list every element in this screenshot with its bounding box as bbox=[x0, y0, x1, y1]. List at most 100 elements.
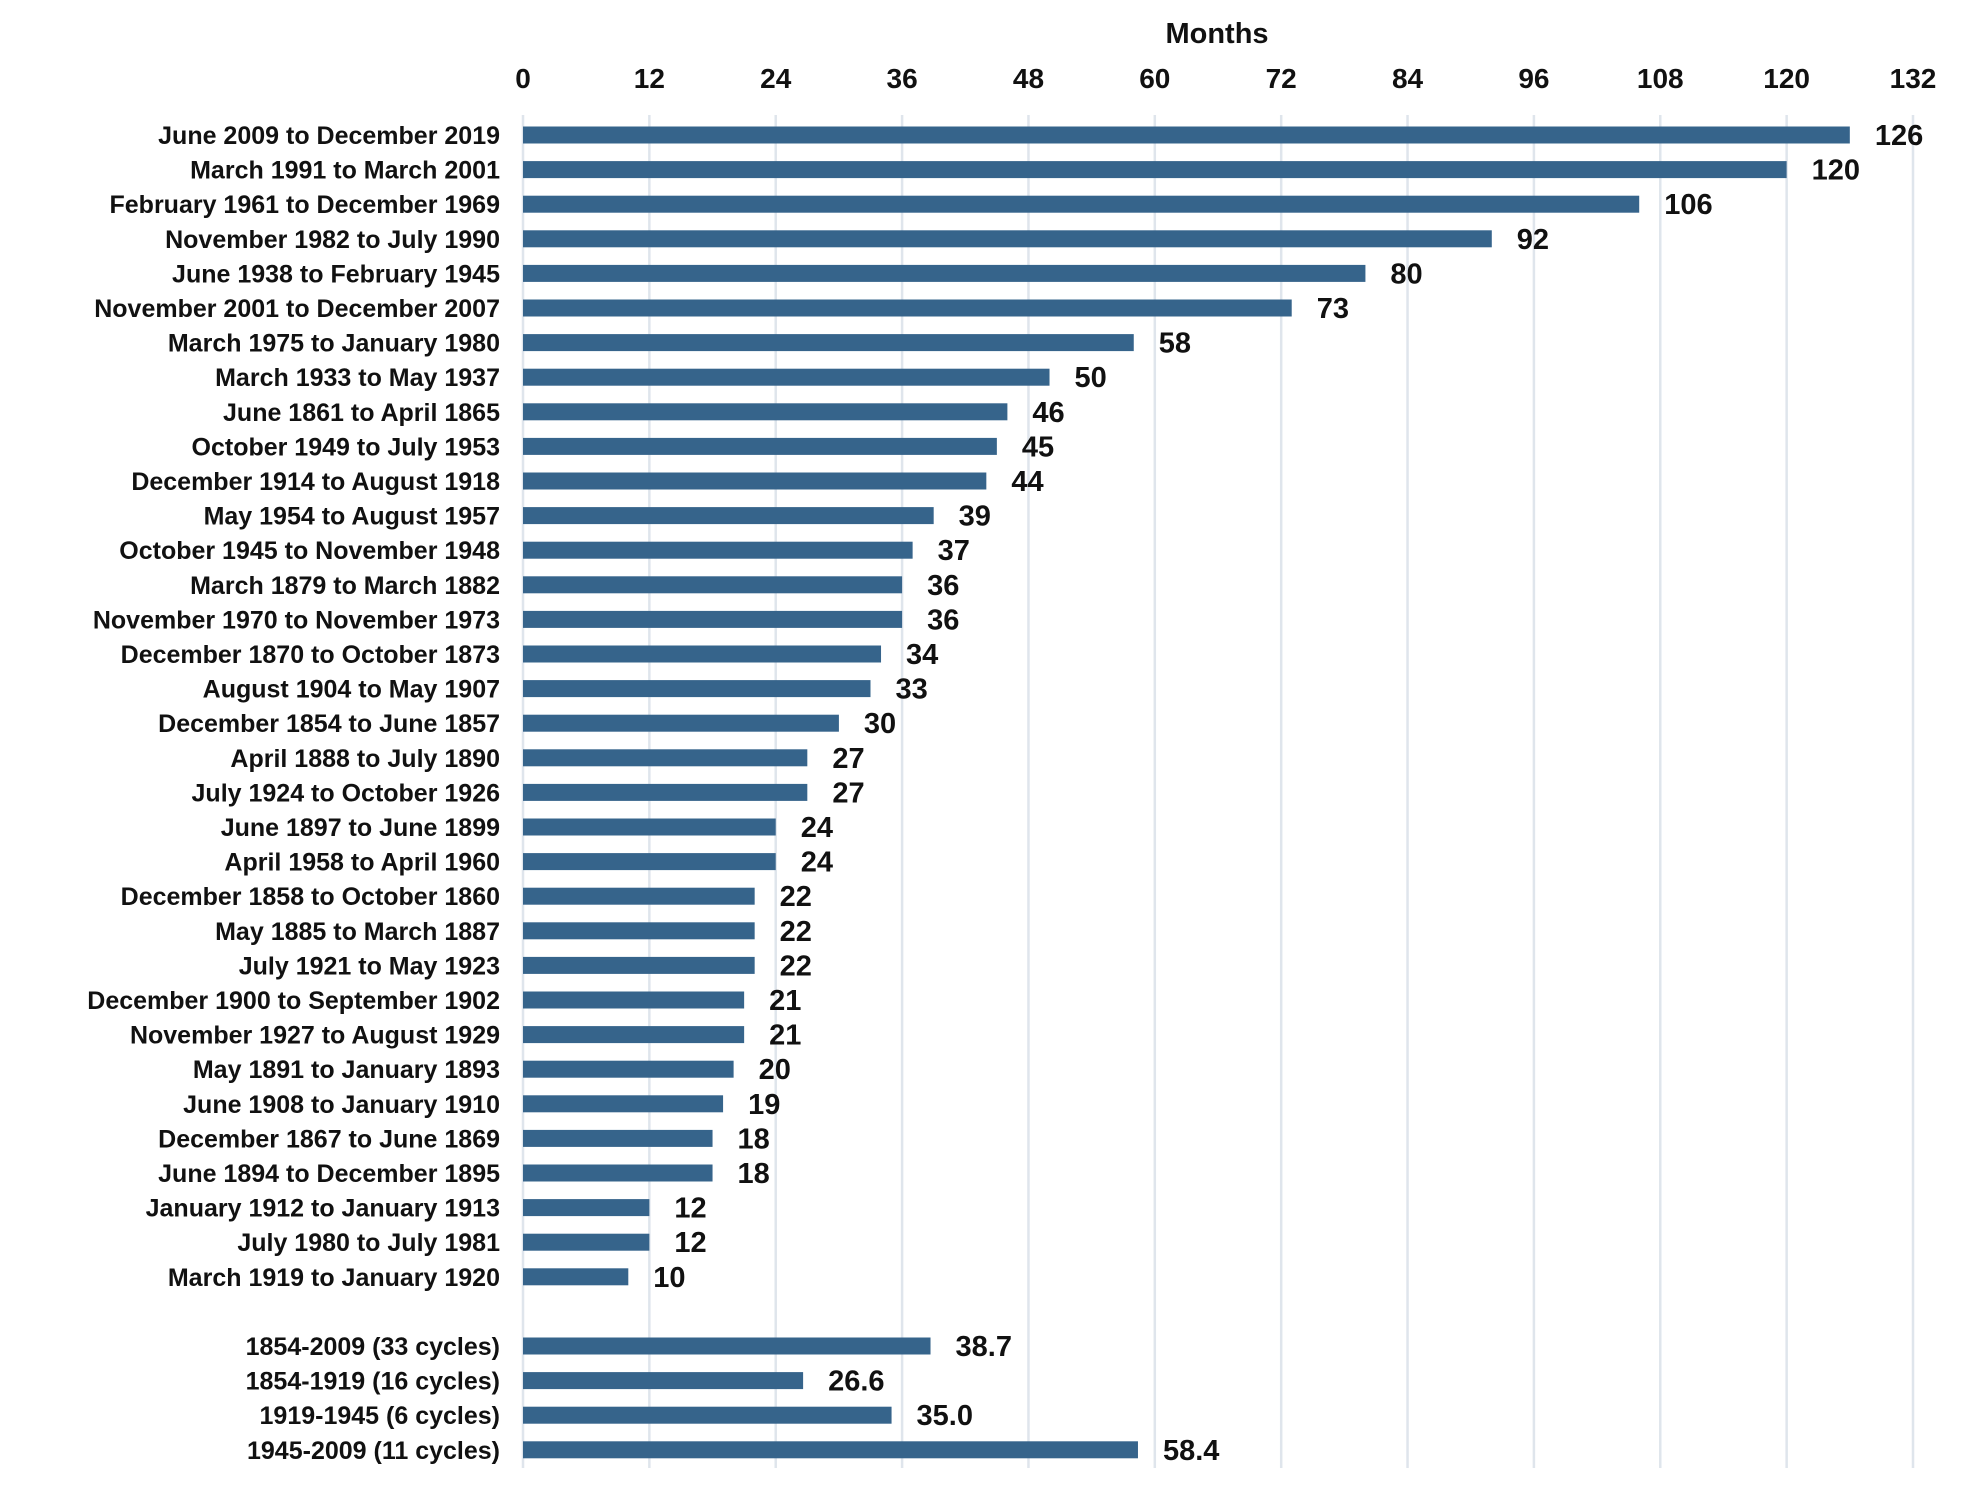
bar-row: December 1858 to October 1860 22 bbox=[121, 881, 812, 913]
bar bbox=[523, 818, 776, 836]
category-label: June 1938 to February 1945 bbox=[172, 260, 500, 288]
bar bbox=[523, 1095, 724, 1113]
value-label: 46 bbox=[1032, 397, 1064, 429]
bar-row: February 1961 to December 1969 106 bbox=[110, 189, 1713, 221]
value-label: 58 bbox=[1159, 328, 1191, 360]
category-label: 1919-1945 (6 cycles) bbox=[260, 1402, 500, 1430]
bar-row: January 1912 to January 1913 12 bbox=[146, 1193, 707, 1225]
bar bbox=[523, 714, 839, 732]
bar bbox=[523, 1060, 734, 1078]
category-label: October 1949 to July 1953 bbox=[192, 433, 500, 461]
value-label: 36 bbox=[927, 604, 959, 636]
category-label: May 1954 to August 1957 bbox=[204, 503, 500, 531]
value-label: 27 bbox=[832, 777, 864, 809]
bar-row: June 1938 to February 1945 80 bbox=[172, 258, 1423, 290]
category-label: May 1885 to March 1887 bbox=[215, 918, 500, 946]
bar-row: May 1891 to January 1893 20 bbox=[193, 1054, 791, 1086]
bar-row: April 1888 to July 1890 27 bbox=[230, 743, 864, 775]
bar-row: May 1954 to August 1957 39 bbox=[204, 501, 991, 533]
value-label: 10 bbox=[653, 1262, 685, 1294]
bar bbox=[523, 1268, 629, 1286]
value-label: 24 bbox=[801, 847, 833, 879]
bar-row: April 1958 to April 1960 24 bbox=[224, 847, 833, 879]
x-tick-label: 48 bbox=[1013, 63, 1044, 94]
bar-row: December 1854 to June 1857 30 bbox=[158, 708, 896, 740]
value-label: 50 bbox=[1075, 362, 1107, 394]
x-axis-title: Months bbox=[1165, 18, 1268, 50]
x-tick-label: 108 bbox=[1637, 63, 1684, 94]
bar-row: December 1870 to October 1873 34 bbox=[121, 639, 939, 671]
category-label: March 1919 to January 1920 bbox=[168, 1264, 500, 1292]
bar-average bbox=[523, 1406, 892, 1424]
bar bbox=[523, 195, 1640, 213]
category-label: November 2001 to December 2007 bbox=[94, 295, 500, 323]
x-tick-label: 84 bbox=[1392, 63, 1424, 94]
category-label: November 1982 to July 1990 bbox=[165, 226, 500, 254]
bar bbox=[523, 230, 1492, 248]
bar bbox=[523, 472, 987, 490]
category-label: October 1945 to November 1948 bbox=[119, 537, 500, 565]
category-label: 1854-2009 (33 cycles) bbox=[246, 1333, 500, 1361]
value-label: 37 bbox=[938, 535, 970, 567]
bar-row: August 1904 to May 1907 33 bbox=[203, 674, 928, 706]
bar-row: November 2001 to December 2007 73 bbox=[94, 293, 1349, 325]
value-label: 35.0 bbox=[917, 1400, 973, 1432]
bar bbox=[523, 576, 903, 594]
value-label: 26.6 bbox=[828, 1366, 884, 1398]
bar bbox=[523, 853, 776, 871]
bar-row: June 2009 to December 2019 126 bbox=[158, 120, 1923, 152]
bar bbox=[523, 991, 745, 1009]
x-tick-label: 72 bbox=[1266, 63, 1297, 94]
category-label: March 1879 to March 1882 bbox=[190, 572, 500, 600]
value-label: 21 bbox=[769, 1020, 801, 1052]
category-label: January 1912 to January 1913 bbox=[146, 1195, 500, 1223]
value-label: 106 bbox=[1664, 189, 1712, 221]
bar-row: December 1867 to June 1869 18 bbox=[158, 1123, 770, 1155]
bar-row-average: 1854-1919 (16 cycles) 26.6 bbox=[246, 1366, 885, 1398]
category-label: December 1854 to June 1857 bbox=[158, 710, 500, 738]
bar-row: December 1914 to August 1918 44 bbox=[131, 466, 1043, 498]
category-label: November 1927 to August 1929 bbox=[130, 1022, 500, 1050]
x-tick-label: 96 bbox=[1518, 63, 1549, 94]
x-axis-ticks: 0 12 24 36 48 60 72 84 96 108 120 132 bbox=[515, 63, 1936, 94]
bar-row: October 1949 to July 1953 45 bbox=[192, 431, 1055, 463]
category-label: December 1870 to October 1873 bbox=[121, 641, 500, 669]
bar-average bbox=[523, 1372, 804, 1390]
bar-average bbox=[523, 1441, 1138, 1459]
category-label: June 1861 to April 1865 bbox=[223, 399, 500, 427]
bar-row: March 1991 to March 2001 120 bbox=[190, 155, 1860, 187]
x-tick-label: 36 bbox=[887, 63, 918, 94]
bar-row: November 1927 to August 1929 21 bbox=[130, 1020, 801, 1052]
bar-row: June 1908 to January 1910 19 bbox=[183, 1089, 780, 1121]
bar bbox=[523, 783, 808, 801]
value-label: 22 bbox=[780, 881, 812, 913]
bar-row-average: 1854-2009 (33 cycles) 38.7 bbox=[246, 1331, 1012, 1363]
value-label: 22 bbox=[780, 916, 812, 948]
bar bbox=[523, 749, 808, 767]
value-label: 92 bbox=[1517, 224, 1549, 256]
category-label: March 1975 to January 1980 bbox=[168, 330, 500, 358]
bar-row: October 1945 to November 1948 37 bbox=[119, 535, 970, 567]
x-tick-label: 120 bbox=[1763, 63, 1810, 94]
bar-row: March 1919 to January 1920 10 bbox=[168, 1262, 686, 1294]
category-label: April 1958 to April 1960 bbox=[224, 849, 500, 877]
value-label: 18 bbox=[738, 1158, 770, 1190]
value-label: 22 bbox=[780, 950, 812, 982]
value-label: 126 bbox=[1875, 120, 1923, 152]
bar bbox=[523, 437, 997, 455]
category-label: June 1908 to January 1910 bbox=[183, 1091, 500, 1119]
category-label: July 1924 to October 1926 bbox=[192, 779, 500, 807]
bar bbox=[523, 334, 1134, 352]
value-label: 34 bbox=[906, 639, 938, 671]
value-label: 20 bbox=[759, 1054, 791, 1086]
value-label: 27 bbox=[832, 743, 864, 775]
category-label: March 1933 to May 1937 bbox=[215, 364, 500, 392]
bars: June 2009 to December 2019 126 March 1991 … bbox=[87, 120, 1923, 1467]
bar bbox=[523, 1129, 713, 1147]
value-label: 12 bbox=[674, 1193, 706, 1225]
bar-row: June 1894 to December 1895 18 bbox=[158, 1158, 770, 1190]
category-label: February 1961 to December 1969 bbox=[110, 191, 501, 219]
bar bbox=[523, 264, 1366, 282]
bar-row: June 1861 to April 1865 46 bbox=[223, 397, 1065, 429]
